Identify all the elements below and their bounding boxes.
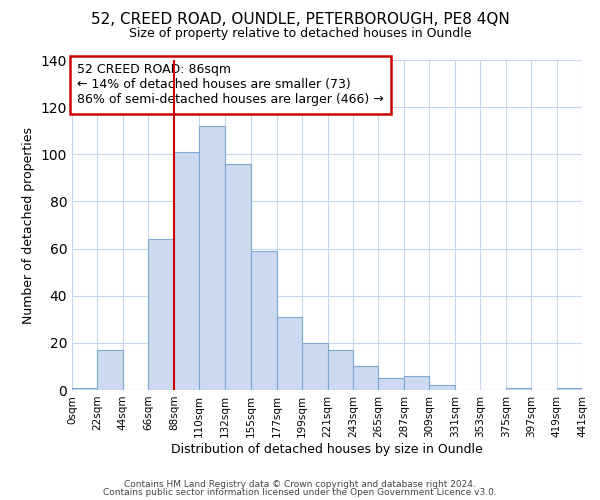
X-axis label: Distribution of detached houses by size in Oundle: Distribution of detached houses by size … bbox=[171, 442, 483, 456]
Bar bbox=[353, 366, 379, 390]
Bar bbox=[557, 388, 582, 390]
Bar bbox=[72, 388, 97, 390]
Bar bbox=[379, 378, 404, 390]
Text: 52, CREED ROAD, OUNDLE, PETERBOROUGH, PE8 4QN: 52, CREED ROAD, OUNDLE, PETERBOROUGH, PE… bbox=[91, 12, 509, 28]
Bar bbox=[97, 350, 123, 390]
Y-axis label: Number of detached properties: Number of detached properties bbox=[22, 126, 35, 324]
Bar bbox=[328, 350, 353, 390]
Bar bbox=[251, 251, 277, 390]
Bar bbox=[148, 239, 174, 390]
Text: Contains public sector information licensed under the Open Government Licence v3: Contains public sector information licen… bbox=[103, 488, 497, 497]
Bar bbox=[174, 152, 199, 390]
Text: 52 CREED ROAD: 86sqm
← 14% of detached houses are smaller (73)
86% of semi-detac: 52 CREED ROAD: 86sqm ← 14% of detached h… bbox=[77, 64, 384, 106]
Bar bbox=[277, 317, 302, 390]
Bar bbox=[199, 126, 224, 390]
Bar bbox=[506, 388, 531, 390]
Bar bbox=[302, 343, 328, 390]
Bar bbox=[224, 164, 251, 390]
Bar bbox=[430, 386, 455, 390]
Text: Size of property relative to detached houses in Oundle: Size of property relative to detached ho… bbox=[129, 28, 471, 40]
Bar bbox=[404, 376, 430, 390]
Text: Contains HM Land Registry data © Crown copyright and database right 2024.: Contains HM Land Registry data © Crown c… bbox=[124, 480, 476, 489]
